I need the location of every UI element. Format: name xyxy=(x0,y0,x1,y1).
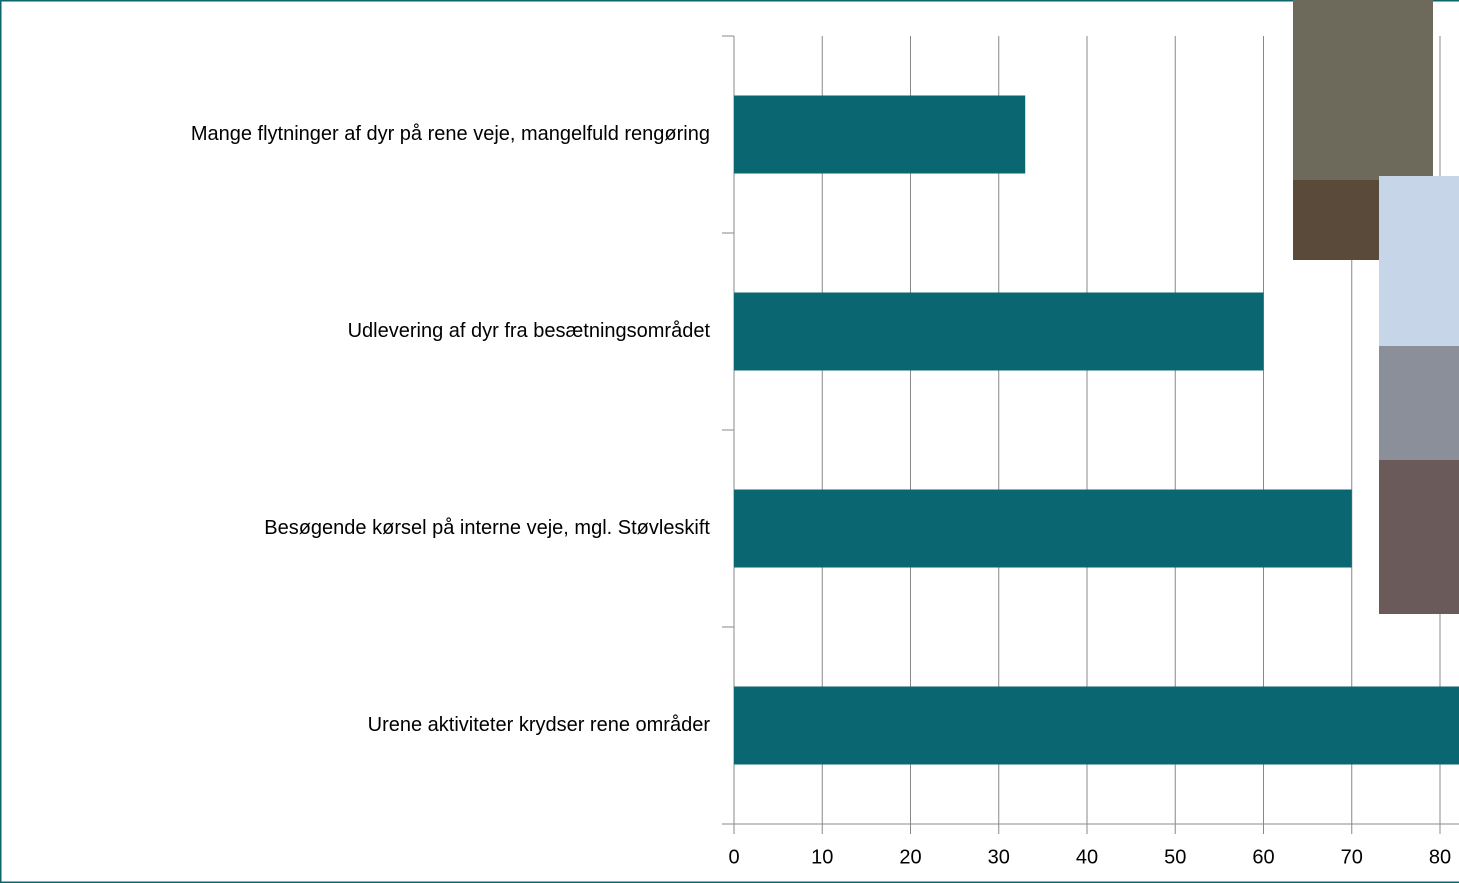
x-tick-label: 40 xyxy=(1076,846,1098,868)
y-tick-label: Mange flytninger af dyr på rene veje, ma… xyxy=(191,123,710,145)
bar xyxy=(734,489,1352,568)
photo-sky xyxy=(1379,176,1459,346)
x-tick-label: 60 xyxy=(1252,846,1274,868)
bar xyxy=(734,95,1026,174)
photo-ground xyxy=(1379,460,1459,614)
x-tick-label: 10 xyxy=(811,846,833,868)
x-tick-label: 50 xyxy=(1164,846,1186,868)
x-tick-label: 30 xyxy=(988,846,1010,868)
bar xyxy=(734,292,1264,371)
x-tick-label: 0 xyxy=(728,846,739,868)
x-tick-label: 80 xyxy=(1429,846,1451,868)
x-tick-label: 70 xyxy=(1341,846,1363,868)
bar xyxy=(734,686,1459,765)
y-tick-label: Urene aktiviteter krydser rene områder xyxy=(368,714,711,736)
y-tick-label: Besøgende kørsel på interne veje, mgl. S… xyxy=(264,517,710,539)
y-tick-label: Udlevering af dyr fra besætningsområdet xyxy=(348,320,711,342)
x-tick-label: 20 xyxy=(899,846,921,868)
